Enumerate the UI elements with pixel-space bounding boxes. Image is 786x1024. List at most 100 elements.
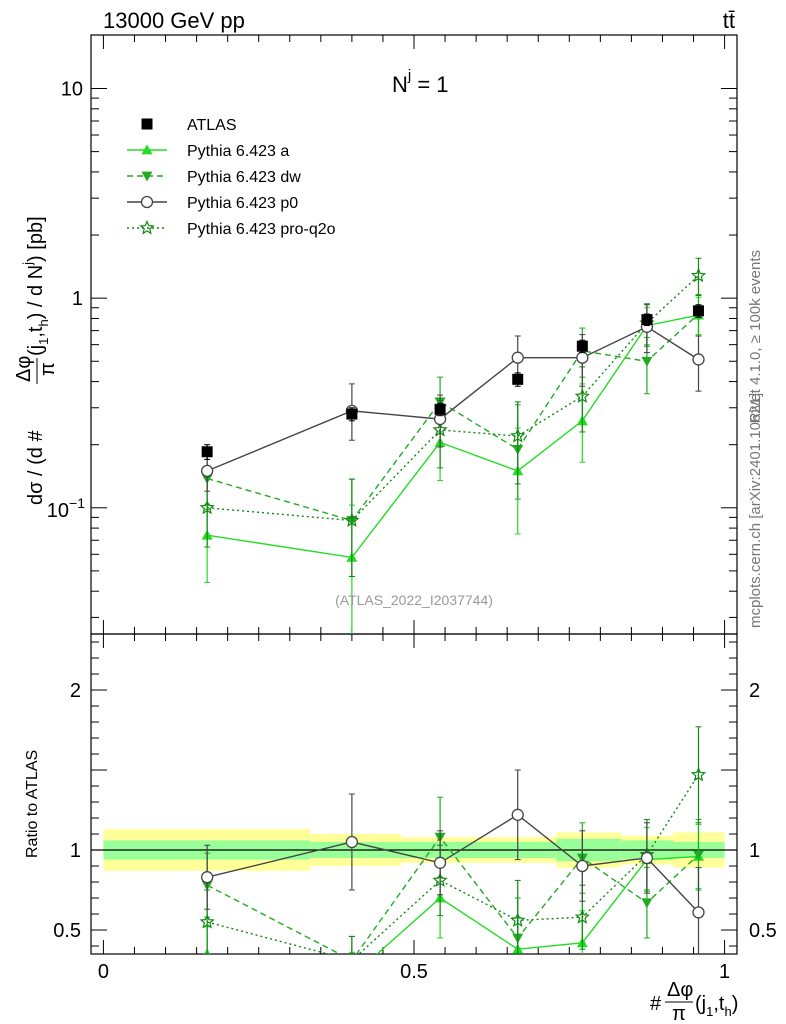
top-left-label: 13000 GeV pp — [103, 8, 245, 33]
data-point-star — [510, 427, 526, 443]
data-point-triangle-up — [346, 971, 357, 981]
ratio-uncertainty-band — [91, 829, 737, 871]
xlabel-sub: h — [724, 1004, 731, 1019]
ratio-tick-label-right: 1 — [749, 840, 760, 862]
ylabel-part: dσ / (d # — [25, 430, 47, 505]
xlabel-frac-num: Δφ — [667, 979, 693, 1001]
data-point-triangle-up — [141, 144, 153, 155]
legend-label: Pythia 6.423 p0 — [187, 195, 298, 212]
ratio-tick-label-left: 2 — [70, 680, 81, 702]
ratio-tick-label-left: 1 — [70, 840, 81, 862]
series-line — [207, 314, 699, 559]
legend-entry: Pythia 6.423 a — [127, 143, 289, 160]
data-point-square — [692, 305, 704, 317]
ratio-y-axis-label: Ratio to ATLAS — [24, 750, 41, 858]
series-line — [206, 326, 699, 472]
panel-title: Nj = 1 — [392, 67, 449, 97]
side-label-top: Rivet 4.1.0, ≥ 100k events — [747, 250, 764, 423]
x-tick-label: 0.5 — [400, 961, 428, 983]
data-point-circle — [576, 859, 589, 873]
reference-label: (ATLAS_2022_I2037744) — [335, 592, 493, 608]
xlabel-part: ,t — [713, 993, 725, 1015]
panel-title-suffix: = 1 — [411, 72, 448, 97]
ylabel-part: ) [pb] — [25, 216, 47, 262]
data-point-square — [141, 118, 153, 130]
legend-entry: ATLAS — [141, 117, 237, 134]
y-tick-label: 1 — [72, 288, 83, 310]
data-point-star — [690, 766, 707, 782]
data-point-circle — [511, 351, 524, 364]
data-point-circle — [576, 351, 589, 364]
data-point-triangle-down — [641, 898, 653, 909]
ratio-tick-label-right: 0.5 — [749, 920, 777, 942]
data-point-triangle-down — [641, 356, 653, 367]
data-point-triangle-down — [141, 171, 153, 182]
main-series-group — [199, 257, 707, 634]
ylabel-part: ) / d N — [25, 265, 47, 319]
ylabel-frac-den: π — [37, 362, 59, 376]
data-point-triangle-down — [346, 956, 357, 966]
data-point-circle — [140, 195, 154, 209]
ratio-tick-label-right: 2 — [749, 680, 760, 702]
top-right-label: tt̄ — [723, 8, 735, 33]
ratio-series-line — [207, 855, 699, 954]
legend-label: Pythia 6.423 a — [187, 143, 289, 160]
data-point-star — [690, 267, 707, 283]
ratio-series-3 — [201, 769, 705, 954]
legend: ATLAS Pythia 6.423 a Pythia 6.423 dw Pythia… — [127, 117, 336, 238]
data-point-circle — [692, 353, 705, 366]
legend-entry: Pythia 6.423 pro-q2o — [127, 219, 336, 238]
y-axis-label: dσ / (d # Δφ π (j1,th) / d Nj) [pb] — [13, 216, 59, 505]
ratio-frame — [90, 633, 738, 955]
ratio-tick-label-left: 0.5 — [53, 920, 81, 942]
data-point-circle — [201, 464, 214, 478]
data-point-square — [434, 403, 446, 415]
legend-label: Pythia 6.423 dw — [187, 169, 301, 186]
data-point-square — [641, 314, 653, 326]
x-tick-label: 0 — [98, 961, 109, 983]
data-point-circle — [201, 871, 214, 884]
series-3 — [201, 304, 705, 492]
data-point-star — [510, 912, 526, 928]
legend-entry: Pythia 6.423 dw — [127, 169, 301, 186]
ylabel-sub: 1 — [36, 338, 51, 345]
ylabel-part: (j — [25, 345, 47, 356]
series-line — [207, 313, 699, 522]
series-4 — [199, 257, 707, 578]
series-1 — [201, 296, 704, 634]
xlabel-frac-den: π — [672, 1003, 686, 1024]
data-point-star — [199, 499, 215, 515]
ylabel-sub: h — [36, 319, 51, 326]
y-tick-label: 10−1 — [47, 495, 85, 522]
data-point-star — [574, 388, 590, 403]
xlabel-rest: (j1,th) — [695, 993, 738, 1019]
xlabel-part: (j — [695, 993, 706, 1015]
x-axis-label: #Δφπ (j1,th) — [650, 979, 738, 1024]
ylabel-frac-num: Δφ — [13, 356, 35, 382]
series-0 — [201, 304, 704, 460]
side-label-bottom: mcplots.cern.ch [arXiv:2401.10621] — [747, 393, 764, 628]
data-point-circle — [640, 851, 654, 865]
data-point-circle — [511, 808, 524, 821]
y-axis-label-text: dσ / (d # — [25, 430, 47, 505]
series-2 — [201, 294, 704, 578]
labels: 0 0.5 1 10 1 10−1 2 2 1 1 0.5 0.5 13000 GeV pp tt̄ Nj … — [13, 8, 777, 1024]
data-point-circle — [692, 906, 705, 919]
data-point-triangle-down — [692, 850, 704, 861]
data-point-square — [201, 446, 213, 458]
axes — [90, 34, 738, 955]
xlabel-part: ) — [732, 993, 739, 1015]
y-tick-label: 10 — [61, 79, 83, 101]
legend-label: Pythia 6.423 pro-q2o — [187, 221, 336, 238]
ylabel-rest: (j1,th) / d Nj) [pb] — [20, 216, 51, 356]
data-point-circle — [433, 856, 447, 869]
series-line — [207, 275, 699, 522]
ylabel-part: ,t — [25, 326, 47, 338]
y-tick-label-exponent: −1 — [69, 495, 85, 511]
ylabel-sup: j — [20, 262, 35, 266]
panel-title-base: N — [392, 72, 408, 97]
panel-title-sup: j — [407, 67, 411, 84]
data-point-square — [576, 340, 588, 352]
legend-label: ATLAS — [187, 117, 237, 134]
